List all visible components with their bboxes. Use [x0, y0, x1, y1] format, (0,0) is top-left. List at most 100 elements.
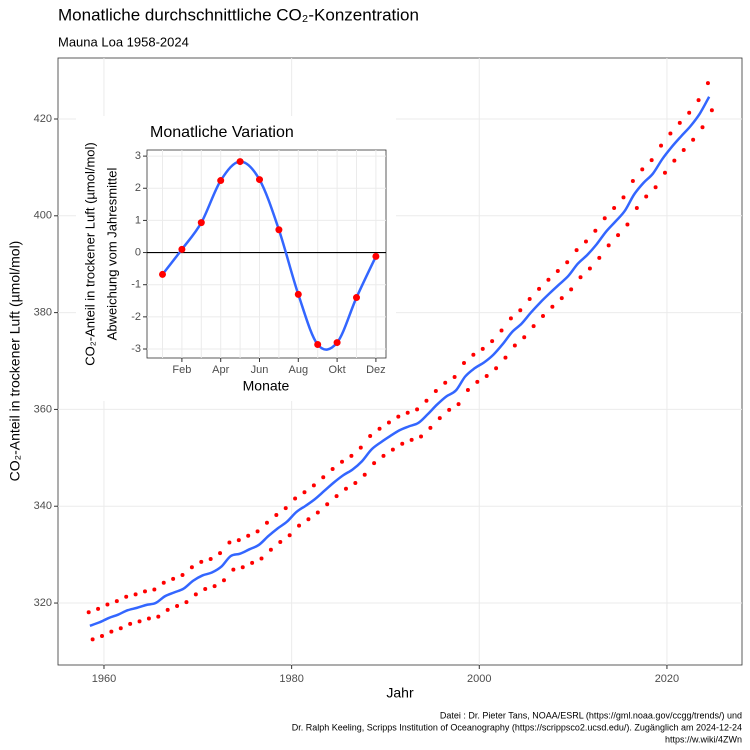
data-point: [386, 420, 391, 425]
data-point: [456, 402, 461, 407]
data-point: [333, 339, 341, 347]
data-point: [178, 245, 186, 253]
data-point: [687, 110, 692, 115]
data-point: [114, 599, 119, 604]
data-point: [437, 416, 442, 421]
data-point: [293, 496, 298, 501]
data-point: [246, 533, 251, 538]
data-point: [424, 398, 429, 403]
data-point: [396, 414, 401, 419]
data-point: [118, 626, 123, 631]
x-tick-label: 1980: [279, 673, 303, 685]
y-tick-label: 420: [34, 113, 52, 125]
x-tick-label: 2020: [655, 673, 679, 685]
data-point: [537, 286, 542, 291]
data-point: [217, 177, 225, 185]
data-point: [612, 206, 617, 211]
data-point: [358, 445, 363, 450]
y-tick-label: -2: [131, 311, 141, 323]
data-point: [146, 616, 151, 621]
data-point: [621, 195, 626, 200]
data-point: [484, 374, 489, 379]
data-point: [372, 461, 377, 466]
data-point: [184, 600, 189, 605]
data-point: [259, 556, 264, 561]
data-point: [662, 170, 667, 175]
data-point: [606, 243, 611, 248]
inset-panel: [146, 149, 387, 359]
y-tick-label: 2: [135, 182, 141, 194]
data-point: [405, 410, 410, 415]
data-point: [546, 277, 551, 282]
data-point: [443, 380, 448, 385]
y-tick-label: -1: [131, 279, 141, 291]
data-point: [616, 233, 621, 238]
data-point: [390, 447, 395, 452]
data-point: [691, 137, 696, 142]
data-point: [256, 176, 263, 184]
data-point: [419, 434, 424, 439]
data-point: [428, 425, 433, 430]
data-point: [137, 619, 142, 624]
data-point: [311, 483, 316, 488]
trend-line: [89, 96, 711, 627]
data-point: [634, 206, 639, 211]
data-point: [142, 589, 147, 594]
data-point: [306, 517, 311, 522]
data-point: [250, 560, 255, 565]
data-point: [550, 304, 555, 309]
data-point: [499, 328, 504, 333]
y-tick-label: 1: [135, 214, 141, 226]
data-point: [171, 576, 176, 581]
data-point: [531, 324, 536, 329]
inset-y-axis-label: CO₂-Anteil in trockener Luft (µmol/mol): [82, 142, 97, 366]
data-point: [461, 360, 466, 365]
data-point: [218, 551, 223, 556]
data-point: [433, 389, 438, 394]
data-point: [368, 434, 373, 439]
data-point: [264, 520, 269, 525]
data-point: [377, 426, 382, 431]
data-point: [109, 629, 114, 634]
data-point: [133, 592, 138, 597]
y-tick-label: 0: [135, 246, 141, 258]
chart-subtitle: Mauna Loa 1958-2024: [58, 34, 189, 49]
data-point: [128, 621, 133, 626]
data-point: [447, 407, 452, 412]
inset-y-axis-label: Abweichung vom Jahresmittel: [104, 168, 119, 341]
data-point: [212, 584, 217, 589]
data-point: [630, 178, 635, 183]
data-point: [372, 252, 380, 260]
x-tick-label: 1960: [92, 673, 116, 685]
data-point: [161, 580, 166, 585]
data-point: [644, 194, 649, 199]
x-tick-label: Apr: [212, 364, 229, 376]
data-point: [677, 120, 682, 125]
y-tick-label: 400: [34, 210, 52, 222]
data-point: [512, 343, 517, 348]
data-point: [700, 125, 705, 130]
data-point: [672, 158, 677, 163]
data-point: [353, 294, 360, 302]
data-point: [236, 538, 241, 543]
data-point: [221, 578, 226, 583]
data-point: [302, 490, 307, 495]
data-point: [480, 346, 485, 351]
y-tick-label: 360: [34, 403, 52, 415]
data-point: [90, 637, 95, 642]
y-axis-label: CO₂-Anteil in trockener Luft (µmol/mol): [7, 241, 23, 482]
data-point: [490, 339, 495, 344]
data-point: [294, 290, 302, 298]
data-point: [705, 81, 710, 86]
data-point: [314, 340, 322, 348]
data-point: [696, 98, 701, 103]
data-point: [569, 287, 574, 292]
data-point: [227, 540, 232, 545]
data-point: [597, 255, 602, 260]
data-point: [199, 559, 204, 564]
data-point: [330, 466, 335, 471]
data-point: [527, 297, 532, 302]
data-point: [268, 547, 273, 552]
data-point: [574, 248, 579, 253]
